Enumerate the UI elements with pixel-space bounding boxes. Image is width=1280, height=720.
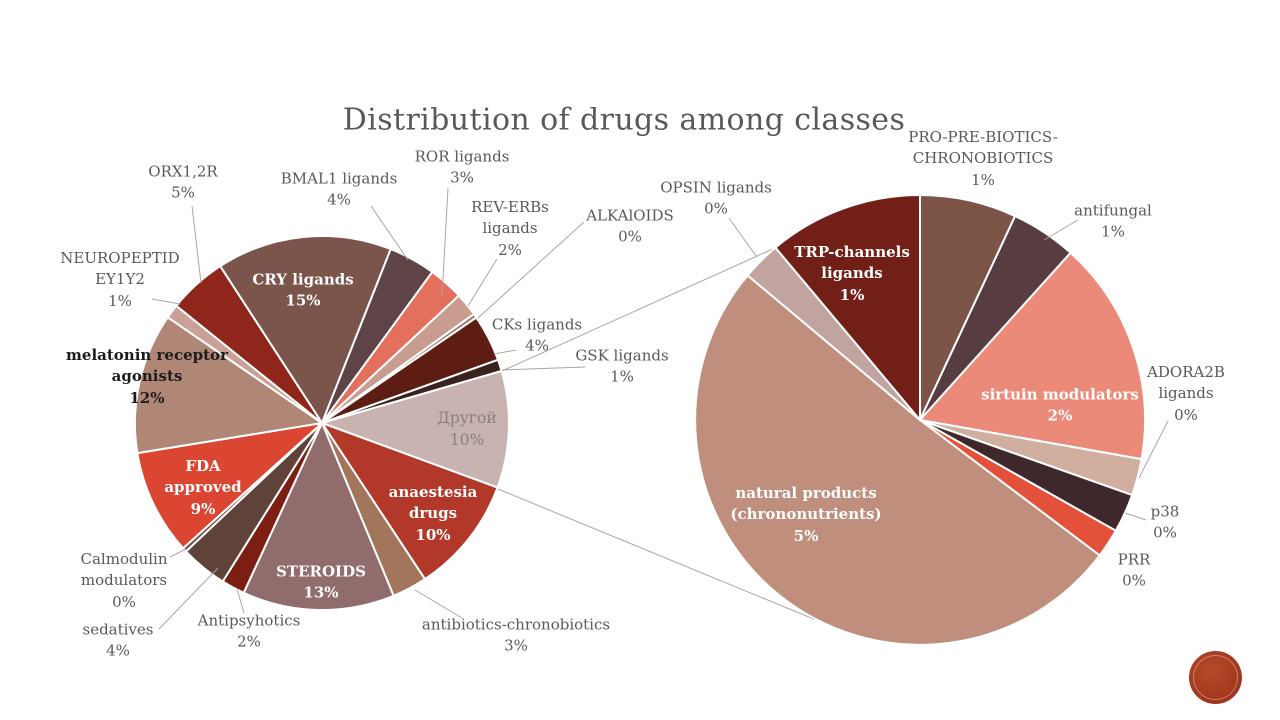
leader-line-adora2b-ligands xyxy=(1138,420,1169,479)
leader-line-neuropeptide-y1y2 xyxy=(151,298,181,305)
leader-line-p38 xyxy=(1124,512,1147,521)
chart-title: Distribution of drugs among classes xyxy=(342,102,906,138)
leader-line-gsk-ligands xyxy=(501,366,586,371)
pie-slice-cry-ligands xyxy=(219,235,392,424)
pie-slice-fda-approved xyxy=(136,422,323,550)
leader-line-sedatives xyxy=(158,567,219,630)
leader-line-calmodulin-modulators xyxy=(169,548,187,558)
brand-logo-icon xyxy=(1189,651,1242,704)
leader-line-alkaloids xyxy=(477,221,585,319)
leader-line-ror-ligands xyxy=(441,187,449,298)
leader-line-antibiotics-chronobiotics xyxy=(414,589,463,619)
pie-slice-anaestesia-drugs xyxy=(321,422,499,581)
series-connector-line xyxy=(501,247,776,372)
leader-line-opsin-ligands xyxy=(728,217,757,257)
leader-line-orx12r xyxy=(191,205,202,284)
leader-line-bmal1-ligands xyxy=(370,205,409,261)
pie-slice-melatonin-receptor-agonists xyxy=(133,316,323,455)
pie-slice-steroids xyxy=(242,422,395,611)
pie-slice-natural-products-chrononutrients xyxy=(694,274,1101,646)
pie-slice-trp-channels-ligands xyxy=(774,194,921,421)
leader-line-rev-erbs-ligands xyxy=(467,258,498,307)
leader-line-antifungal xyxy=(1043,219,1079,241)
leader-line-antipsyhotics xyxy=(236,588,245,614)
pie-slice-other xyxy=(321,370,510,489)
pie-slice-orx12r xyxy=(175,265,323,424)
pie-slice-sirtuin-modulators xyxy=(919,251,1147,461)
leader-line-cks-ligands xyxy=(493,349,517,355)
series-connector-line xyxy=(497,488,822,623)
